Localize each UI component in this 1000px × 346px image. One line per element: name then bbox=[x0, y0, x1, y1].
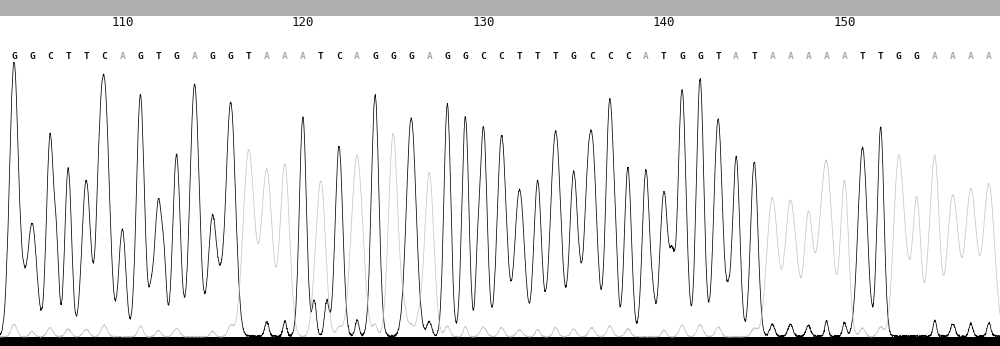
Text: A: A bbox=[950, 52, 956, 61]
Text: G: G bbox=[408, 52, 414, 61]
Text: C: C bbox=[589, 52, 595, 61]
Text: T: T bbox=[553, 52, 559, 61]
Text: G: G bbox=[571, 52, 577, 61]
Text: A: A bbox=[119, 52, 125, 61]
Text: G: G bbox=[697, 52, 703, 61]
Text: T: T bbox=[661, 52, 667, 61]
Text: A: A bbox=[300, 52, 306, 61]
Text: A: A bbox=[787, 52, 793, 61]
Text: C: C bbox=[336, 52, 342, 61]
Text: C: C bbox=[481, 52, 486, 61]
Text: C: C bbox=[47, 52, 53, 61]
Text: C: C bbox=[607, 52, 613, 61]
Text: 150: 150 bbox=[833, 16, 856, 29]
Text: A: A bbox=[806, 52, 811, 61]
Bar bbox=[0, 337, 1000, 346]
Text: G: G bbox=[210, 52, 216, 61]
Text: A: A bbox=[282, 52, 288, 61]
Text: T: T bbox=[751, 52, 757, 61]
Text: G: G bbox=[228, 52, 234, 61]
Text: A: A bbox=[354, 52, 360, 61]
Text: A: A bbox=[426, 52, 432, 61]
Text: G: G bbox=[138, 52, 143, 61]
Text: G: G bbox=[11, 52, 17, 61]
Text: T: T bbox=[156, 52, 161, 61]
Text: 120: 120 bbox=[292, 16, 314, 29]
Text: A: A bbox=[986, 52, 992, 61]
Text: G: G bbox=[29, 52, 35, 61]
Text: 140: 140 bbox=[653, 16, 675, 29]
Text: 130: 130 bbox=[472, 16, 495, 29]
Text: A: A bbox=[264, 52, 270, 61]
Text: G: G bbox=[390, 52, 396, 61]
Text: T: T bbox=[535, 52, 540, 61]
Text: T: T bbox=[878, 52, 884, 61]
Text: G: G bbox=[372, 52, 378, 61]
Text: G: G bbox=[896, 52, 902, 61]
Text: A: A bbox=[842, 52, 847, 61]
Text: T: T bbox=[860, 52, 865, 61]
Text: A: A bbox=[733, 52, 739, 61]
Text: A: A bbox=[769, 52, 775, 61]
Text: G: G bbox=[174, 52, 179, 61]
Text: 110: 110 bbox=[111, 16, 134, 29]
Text: A: A bbox=[192, 52, 197, 61]
Text: G: G bbox=[914, 52, 920, 61]
Text: T: T bbox=[517, 52, 522, 61]
Text: G: G bbox=[679, 52, 685, 61]
Text: A: A bbox=[932, 52, 938, 61]
Text: T: T bbox=[318, 52, 324, 61]
Text: C: C bbox=[625, 52, 631, 61]
Text: A: A bbox=[824, 52, 829, 61]
Text: T: T bbox=[83, 52, 89, 61]
Bar bbox=[0, 0, 1000, 16]
Text: T: T bbox=[246, 52, 252, 61]
Text: T: T bbox=[715, 52, 721, 61]
Text: G: G bbox=[444, 52, 450, 61]
Text: G: G bbox=[463, 52, 468, 61]
Text: A: A bbox=[643, 52, 649, 61]
Text: C: C bbox=[499, 52, 504, 61]
Text: T: T bbox=[65, 52, 71, 61]
Text: C: C bbox=[101, 52, 107, 61]
Text: A: A bbox=[968, 52, 974, 61]
